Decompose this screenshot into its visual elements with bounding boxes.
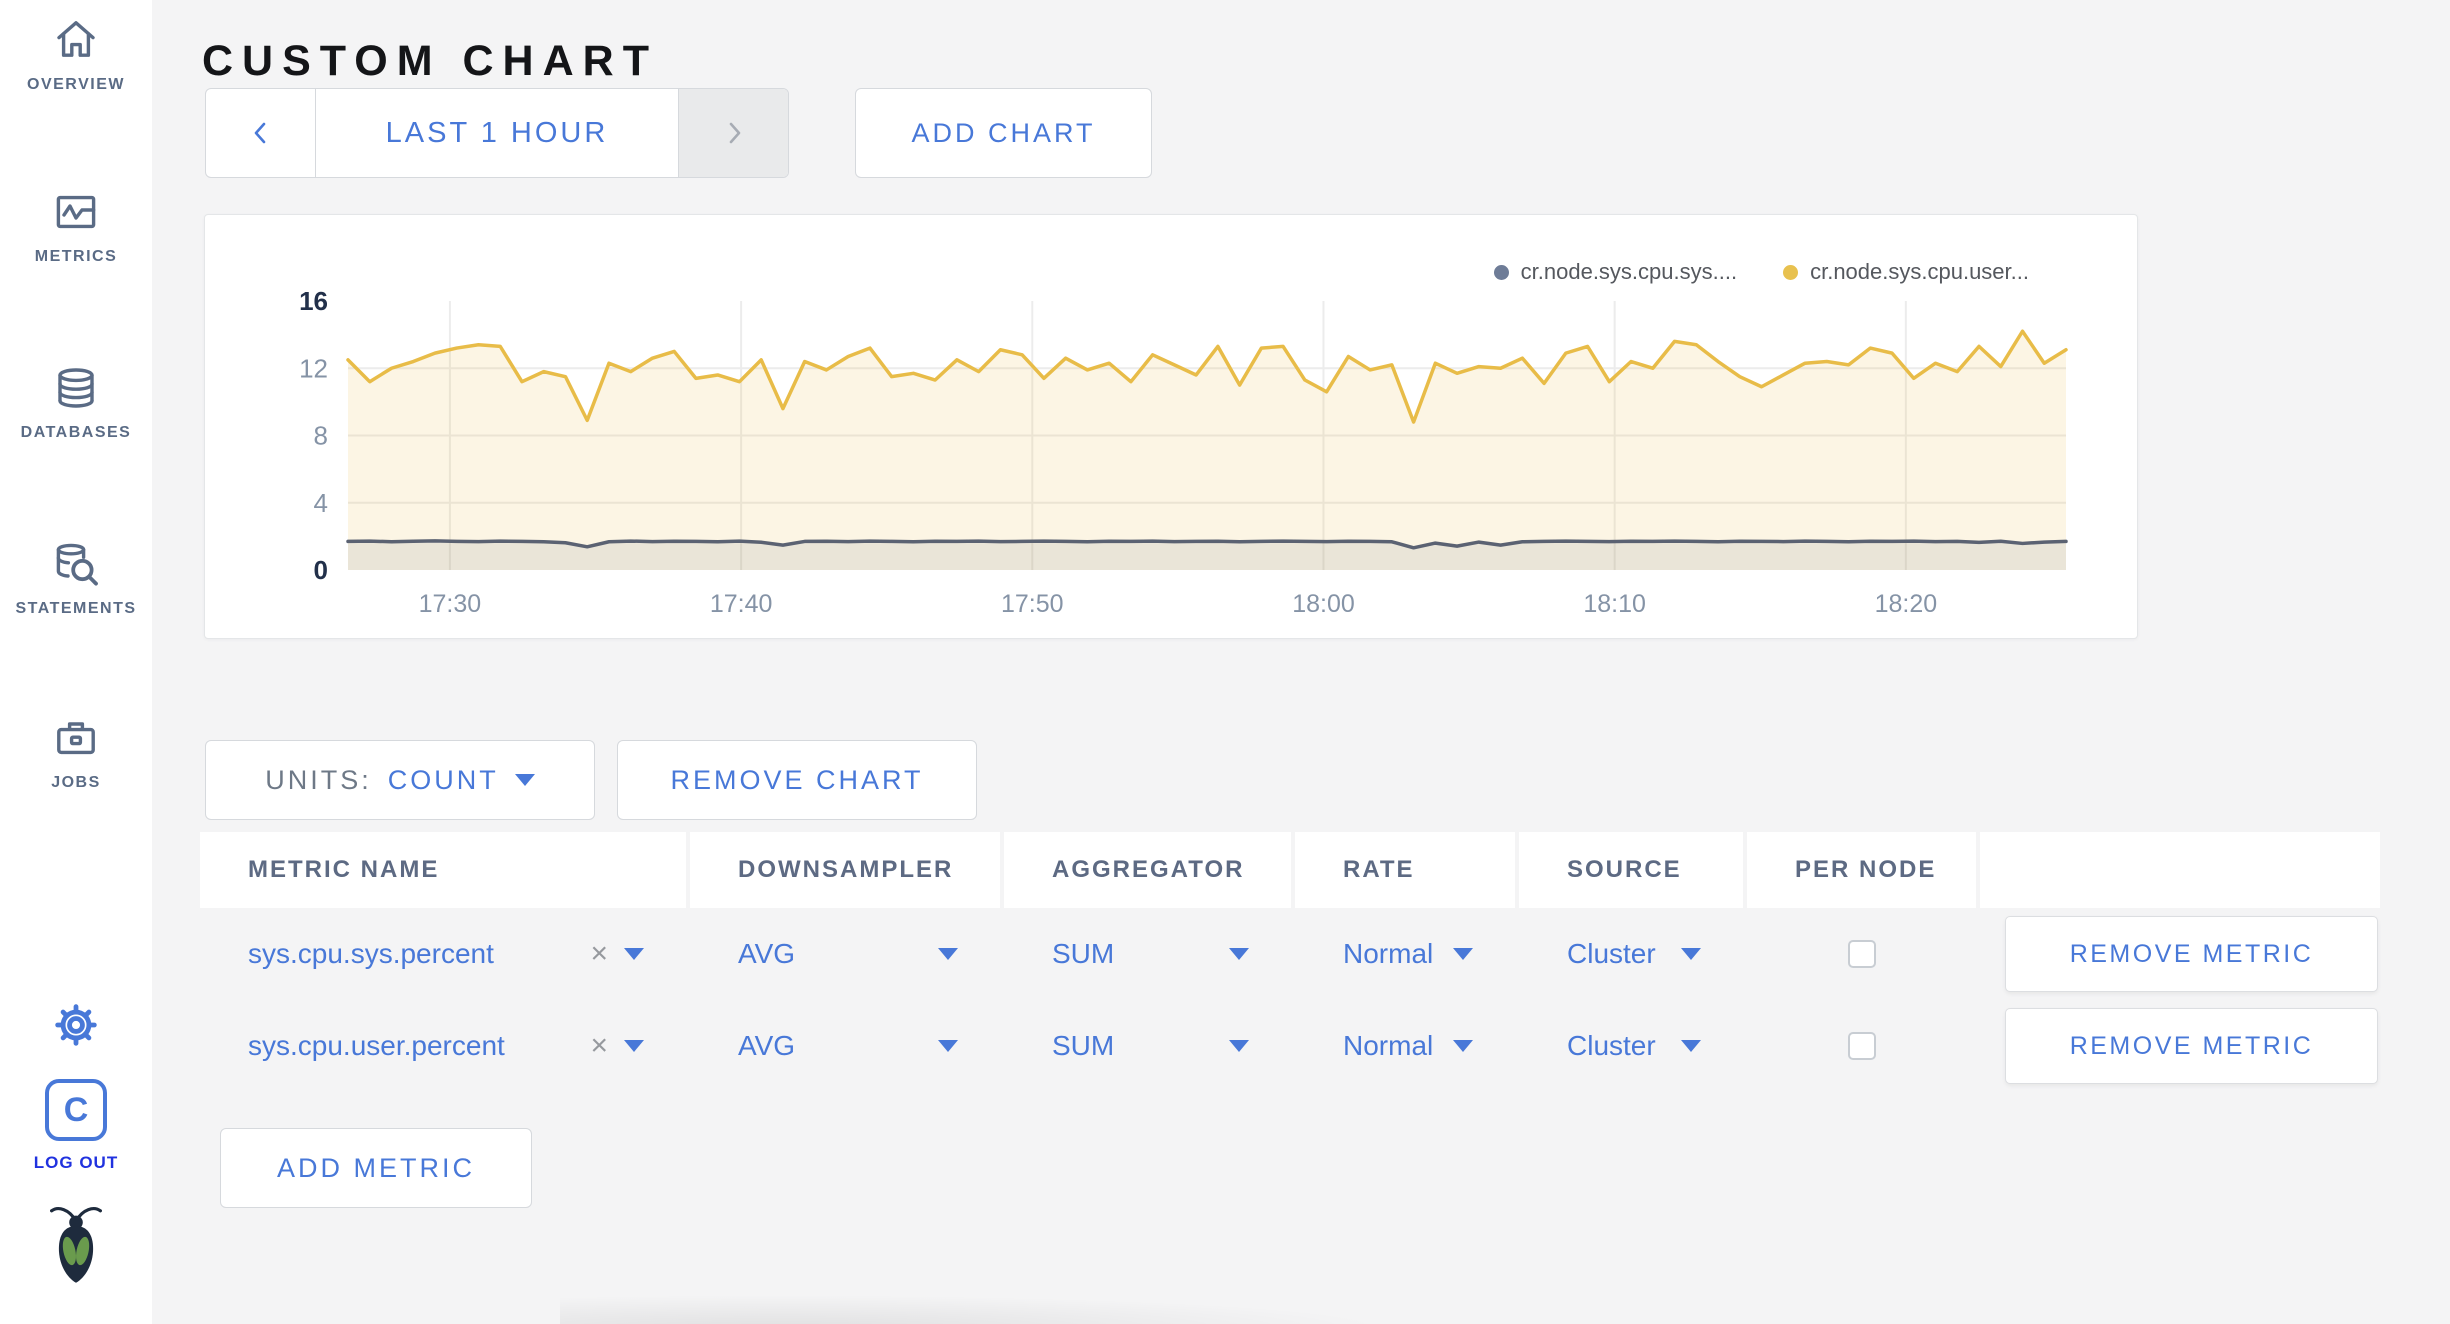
actions-cell: REMOVE METRIC xyxy=(1980,1000,2380,1092)
metric-name-value: sys.cpu.user.percent xyxy=(248,1030,505,1061)
time-window-selector: LAST 1 HOUR xyxy=(205,88,789,178)
sidebar-logo[interactable] xyxy=(0,1200,152,1298)
add-metric-button[interactable]: ADD METRIC xyxy=(220,1128,532,1208)
per-node-cell xyxy=(1747,1000,1976,1092)
per-node-checkbox[interactable] xyxy=(1847,1032,1876,1060)
legend-label: cr.node.sys.cpu.sys.... xyxy=(1520,259,1738,284)
sidebar-item-label: OVERVIEW xyxy=(27,76,125,93)
time-prev-button[interactable] xyxy=(206,89,316,177)
sidebar-item-databases[interactable]: DATABASES xyxy=(0,364,152,442)
column-header-metric-name: METRIC NAME xyxy=(200,832,686,908)
svg-text:12: 12 xyxy=(299,353,328,383)
units-label: UNITS: xyxy=(265,764,372,795)
svg-text:18:10: 18:10 xyxy=(1583,590,1646,618)
sidebar-item-statements[interactable]: STATEMENTS xyxy=(0,540,152,618)
svg-text:0: 0 xyxy=(314,555,328,585)
database-icon xyxy=(58,368,94,408)
database-search-icon xyxy=(56,543,98,586)
source-dropdown[interactable]: Cluster xyxy=(1519,1000,1743,1092)
metric-name-value: sys.cpu.sys.percent xyxy=(248,938,494,969)
svg-text:18:00: 18:00 xyxy=(1292,590,1355,618)
svg-text:4: 4 xyxy=(314,488,328,518)
column-header-source: SOURCE xyxy=(1519,832,1743,908)
metric-name-dropdown[interactable]: sys.cpu.sys.percent × xyxy=(200,908,686,1000)
actions-cell: REMOVE METRIC xyxy=(1980,908,2380,1000)
rate-dropdown[interactable]: Normal xyxy=(1295,1000,1515,1092)
sidebar: OVERVIEW METRICS DATABASES STATEMENTS xyxy=(0,0,152,1324)
bottom-shadow xyxy=(560,1292,1440,1324)
chevron-right-icon xyxy=(729,122,740,144)
add-chart-button[interactable]: ADD CHART xyxy=(855,88,1152,178)
legend-dot-user xyxy=(1783,264,1799,280)
svg-text:8: 8 xyxy=(314,421,328,451)
chevron-left-icon xyxy=(254,122,265,144)
metric-name-dropdown[interactable]: sys.cpu.user.percent × xyxy=(200,1000,686,1092)
sidebar-item-overview[interactable]: OVERVIEW xyxy=(0,16,152,94)
chevron-down-icon xyxy=(1229,1040,1249,1052)
legend-item-sys[interactable]: cr.node.sys.cpu.sys.... xyxy=(1493,259,1738,285)
legend-item-user[interactable]: cr.node.sys.cpu.user... xyxy=(1783,259,2029,285)
chart-legend: cr.node.sys.cpu.sys.... cr.node.sys.cpu.… xyxy=(1493,259,2029,285)
column-header-per-node: PER NODE xyxy=(1747,832,1976,908)
downsampler-dropdown[interactable]: AVG xyxy=(690,1000,1000,1092)
chevron-down-icon xyxy=(938,948,958,960)
chevron-down-icon xyxy=(624,948,644,960)
svg-text:18:20: 18:20 xyxy=(1875,590,1938,618)
time-window-dropdown[interactable]: LAST 1 HOUR xyxy=(385,116,609,149)
per-node-cell xyxy=(1747,908,1976,1000)
chevron-down-icon xyxy=(624,1040,644,1052)
sidebar-item-label: DATABASES xyxy=(20,424,132,441)
aggregator-dropdown[interactable]: SUM xyxy=(1004,1000,1291,1092)
home-icon xyxy=(57,21,95,57)
metrics-table: METRIC NAME DOWNSAMPLER AGGREGATOR RATE … xyxy=(200,832,2380,1092)
sidebar-item-metrics[interactable]: METRICS xyxy=(0,188,152,266)
downsampler-dropdown[interactable]: AVG xyxy=(690,908,1000,1000)
source-dropdown[interactable]: Cluster xyxy=(1519,908,1743,1000)
time-next-button[interactable] xyxy=(678,89,788,177)
column-header-actions xyxy=(1980,832,2380,908)
svg-text:16: 16 xyxy=(299,286,328,316)
briefcase-icon xyxy=(57,722,95,755)
logout-label: LOG OUT xyxy=(33,1153,119,1172)
sidebar-item-label: STATEMENTS xyxy=(15,600,137,617)
chart-card: cr.node.sys.cpu.sys.... cr.node.sys.cpu.… xyxy=(204,214,2138,639)
chevron-down-icon xyxy=(1681,1040,1701,1052)
svg-text:17:40: 17:40 xyxy=(710,590,773,618)
column-header-aggregator: AGGREGATOR xyxy=(1004,832,1291,908)
chevron-down-icon xyxy=(1229,948,1249,960)
column-header-rate: RATE xyxy=(1295,832,1515,908)
chevron-down-icon xyxy=(1453,948,1473,960)
clear-metric-icon[interactable]: × xyxy=(590,1029,608,1062)
sidebar-settings[interactable] xyxy=(0,1000,152,1062)
svg-text:17:30: 17:30 xyxy=(419,590,482,618)
legend-label: cr.node.sys.cpu.user... xyxy=(1810,259,2029,284)
page-title: CUSTOM CHART xyxy=(202,36,658,85)
line-chart-icon xyxy=(56,195,96,229)
sidebar-item-label: METRICS xyxy=(34,248,118,265)
clear-metric-icon[interactable]: × xyxy=(590,937,608,970)
legend-dot-sys xyxy=(1493,264,1509,280)
custom-chart-svg: 17:30 17:40 17:50 18:00 18:10 18:20 0 4 8 12 16 xyxy=(299,286,2068,618)
chevron-down-icon xyxy=(938,1040,958,1052)
chevron-down-icon xyxy=(1453,1040,1473,1052)
remove-metric-button[interactable]: REMOVE METRIC xyxy=(2005,1008,2378,1084)
per-node-checkbox[interactable] xyxy=(1847,940,1876,968)
svg-text:17:50: 17:50 xyxy=(1001,590,1064,618)
units-dropdown[interactable]: UNITS: COUNT xyxy=(205,740,595,820)
chevron-down-icon xyxy=(1681,948,1701,960)
sidebar-logout[interactable]: C LOG OUT xyxy=(0,1079,152,1173)
column-header-downsampler: DOWNSAMPLER xyxy=(690,832,1000,908)
rate-dropdown[interactable]: Normal xyxy=(1295,908,1515,1000)
cockroach-bug-icon xyxy=(50,1207,102,1283)
remove-chart-button[interactable]: REMOVE CHART xyxy=(617,740,977,820)
gear-icon xyxy=(55,1004,97,1046)
sidebar-item-jobs[interactable]: JOBS xyxy=(0,714,152,792)
sidebar-item-label: JOBS xyxy=(51,774,101,791)
chevron-down-icon xyxy=(514,774,535,786)
cockroach-c-icon: C xyxy=(45,1079,107,1141)
remove-metric-button[interactable]: REMOVE METRIC xyxy=(2005,916,2378,992)
units-value: COUNT xyxy=(387,764,499,795)
aggregator-dropdown[interactable]: SUM xyxy=(1004,908,1291,1000)
